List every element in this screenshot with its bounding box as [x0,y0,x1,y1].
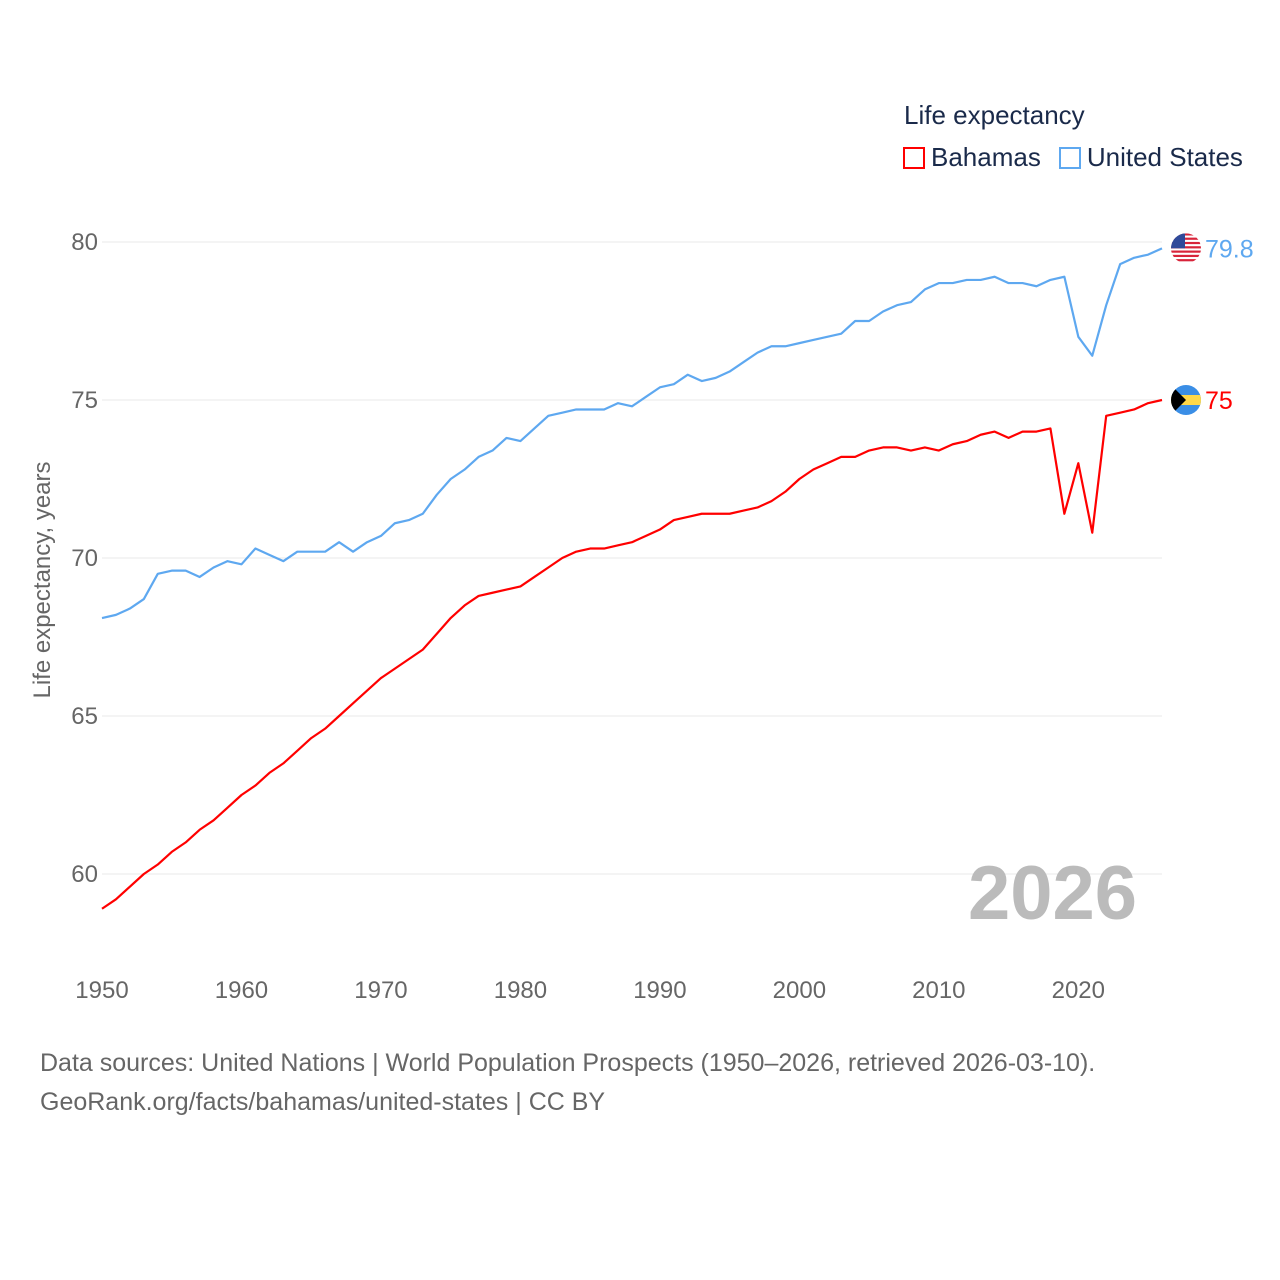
flag-triangle [1171,385,1186,415]
flag-canton [1171,233,1185,249]
flag-stripe [1171,233,1201,236]
source-line: Data sources: United Nations | World Pop… [40,1049,1096,1077]
series-line-united-states [101,247,1163,620]
y-tick-label: 75 [71,387,98,414]
y-tick-label: 60 [71,861,98,888]
bahamas-flag-icon [1171,385,1201,415]
legend-swatch-bahamas [903,146,925,169]
x-tick-label: 2010 [912,977,965,1004]
y-tick-label: 80 [71,229,98,256]
legend: Bahamas United States [903,142,1243,173]
x-tick-label: 1980 [494,977,547,1004]
legend-label: United States [1086,142,1243,172]
y-tick-label: 70 [71,545,98,572]
flag-stripe [1171,246,1201,249]
y-tick-label: 65 [71,703,98,730]
flag-stripe [1171,241,1201,245]
legend-swatch-united-states [1058,146,1081,169]
flag-stripe [1171,237,1201,240]
flag-stripe [1171,259,1201,262]
end-value-label: 75 [1205,387,1233,415]
legend-title: Life expectancy [904,100,1085,130]
x-tick-label: 1950 [75,977,128,1004]
legend-label: Bahamas [931,142,1041,172]
y-axis-label: Life expectancy, years [29,461,56,698]
x-tick-label: 1960 [215,977,268,1004]
legend-item-bahamas[interactable]: Bahamas [903,142,1041,173]
x-tick-label: 1970 [354,977,407,1004]
source-link[interactable]: GeoRank.org/facts/bahamas/united-states … [40,1088,606,1116]
x-tick-label: 2020 [1052,977,1105,1004]
current-year-label: 2026 [968,851,1138,936]
legend-item-united-states[interactable]: United States [1058,142,1243,173]
end-value-label: 79.8 [1205,235,1254,263]
source-note: Data sources: United Nations | World Pop… [40,1044,1095,1122]
x-tick-label: 1990 [633,977,686,1004]
x-tick-label: 2000 [773,977,826,1004]
us-flag-icon [1171,233,1201,264]
flag-stripe [1171,254,1201,258]
series-line-bahamas [101,398,1163,910]
flag-stripe [1171,250,1201,253]
